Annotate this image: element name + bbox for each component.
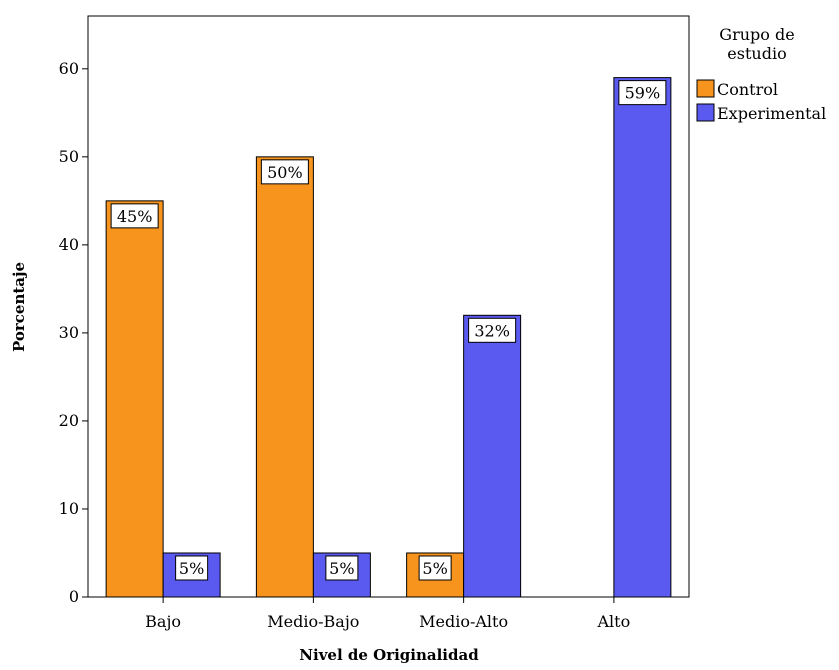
legend-label-experimental: Experimental [717,104,826,123]
data-label-box [260,159,309,185]
x-tick-label: Bajo [145,612,181,631]
data-label-box [418,555,452,581]
data-label-box [618,80,667,106]
x-tick-label: Medio-Alto [419,612,508,631]
data-label-box [468,317,517,343]
legend-swatch-experimental [696,103,715,122]
data-label: 5% [179,559,204,578]
y-tick-label: 40 [59,235,79,254]
bar-experimental [613,77,672,598]
bars-layer [105,77,672,598]
data-label-box [110,203,159,229]
bar-experimental [463,314,522,598]
legend-swatch-control [696,79,715,98]
y-tick-label: 50 [59,147,79,166]
data-label: 45% [117,207,153,226]
y-tick-label: 10 [59,499,79,518]
legend-label-control: Control [717,80,778,99]
x-axis-title: Nivel de Originalidad [299,646,479,664]
y-tick-label: 20 [59,411,79,430]
bar-control [105,200,164,598]
data-labels-layer: 45% 50% 5% 5% 5% 32% 59% [110,80,667,581]
data-label: 50% [267,163,303,182]
y-axis-title: Porcentaje [10,262,28,352]
x-tick-label: Alto [597,612,631,631]
y-tick-label: 30 [59,323,79,342]
data-label-box [175,555,209,581]
y-axis: 0 10 20 30 40 50 60 [59,59,88,606]
data-label: 32% [474,321,510,340]
plot-frame [87,15,690,598]
legend: Grupo de estudio Control Experimental [696,25,826,123]
x-axis: Bajo Medio-Bajo Medio-Alto Alto [145,597,630,631]
legend-title-line-1: Grupo de [719,25,794,44]
data-label: 5% [329,559,354,578]
data-label-box [325,555,359,581]
y-tick-label: 0 [69,587,79,606]
bar-control [255,156,314,598]
data-label: 59% [625,84,661,103]
x-tick-label: Medio-Bajo [267,612,359,631]
y-tick-label: 60 [59,59,79,78]
data-label: 5% [422,559,447,578]
legend-title-line-2: estudio [727,44,786,63]
